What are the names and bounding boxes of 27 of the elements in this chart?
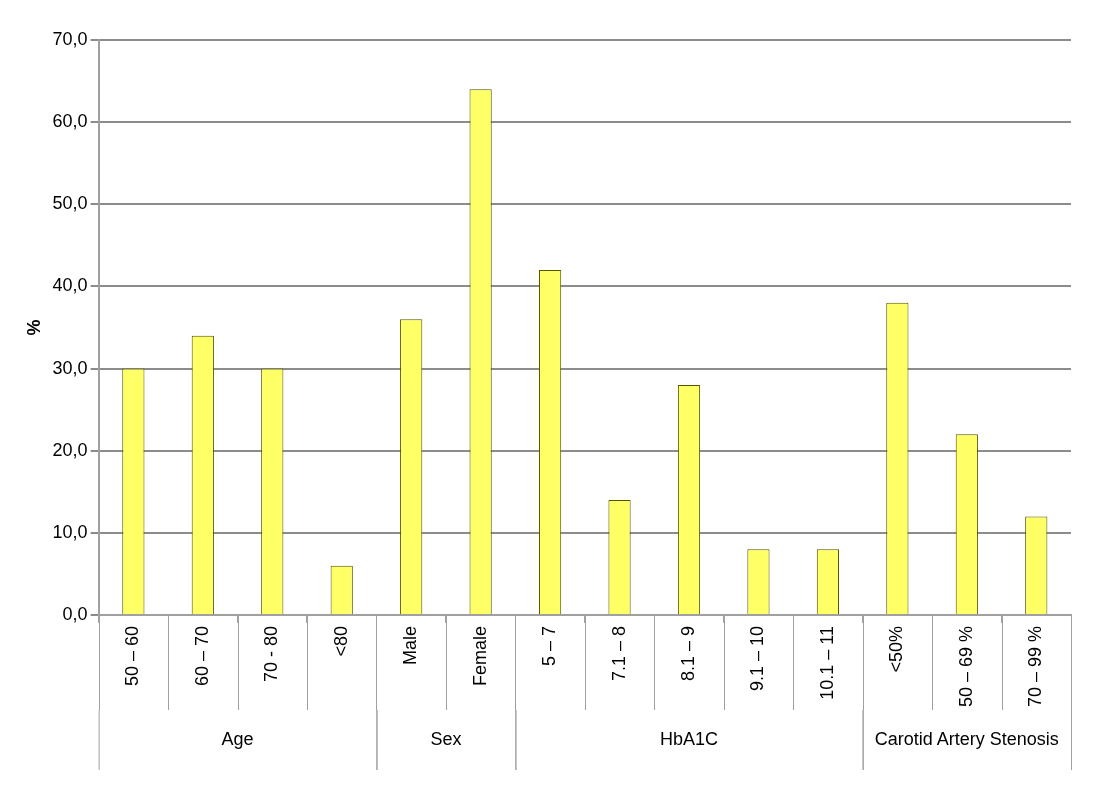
x-tick-label: <80 xyxy=(330,625,351,657)
x-tick-label: <50% xyxy=(886,625,907,673)
x-tick-label: 9.1 – 10 xyxy=(747,625,768,691)
x-tick-label: 50 – 60 xyxy=(122,625,143,686)
y-tick-label: 70,0 xyxy=(52,28,88,49)
x-tick-label: 8.1 – 9 xyxy=(677,625,698,681)
x-tick-label: 5 – 7 xyxy=(539,625,560,666)
x-tick-label: 7.1 – 8 xyxy=(608,625,629,681)
text: Age xyxy=(221,728,254,749)
y-tick-label: 60,0 xyxy=(52,111,88,132)
text: HbA1C xyxy=(659,728,719,749)
x-tick-label: 70 - 80 xyxy=(261,625,282,682)
text: Carotid Artery Stenosis xyxy=(874,728,1059,749)
x-tick-label: 70 – 99 % xyxy=(1025,625,1046,707)
x-tick-label: Male xyxy=(400,625,421,665)
y-tick-label: 30,0 xyxy=(52,357,88,378)
x-tick-label: 60 – 70 xyxy=(191,625,212,686)
x-tick-label: 50 – 69 % xyxy=(955,625,976,707)
y-tick-label: 20,0 xyxy=(52,439,88,460)
y-tick-label: 0,0 xyxy=(62,603,88,624)
y-tick-label: 10,0 xyxy=(52,521,88,542)
x-tick-label: 10.1 – 11 xyxy=(816,625,837,700)
x-tick-label: Female xyxy=(469,625,490,686)
text: Sex xyxy=(430,728,462,749)
y-tick-label: 50,0 xyxy=(52,193,88,214)
y-axis-title: % xyxy=(23,319,44,336)
y-tick-label: 40,0 xyxy=(52,275,88,296)
